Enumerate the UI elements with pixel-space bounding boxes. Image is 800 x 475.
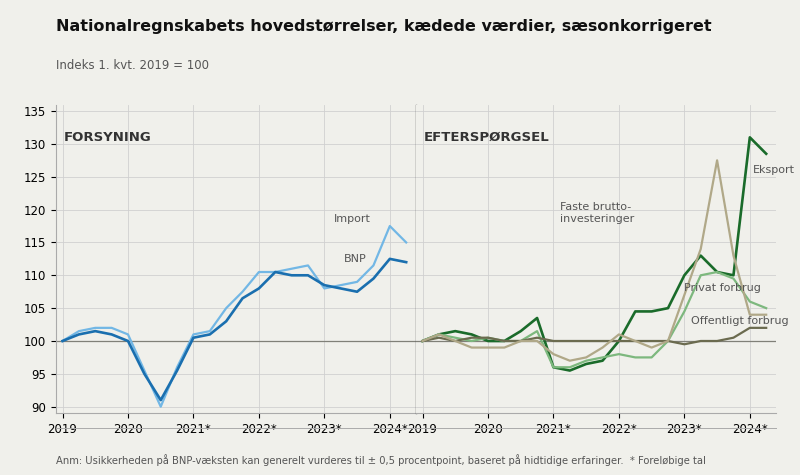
Text: EFTERSPØRGSEL: EFTERSPØRGSEL [424,131,550,144]
Text: BNP: BNP [344,254,366,264]
Text: Faste brutto-
investeringer: Faste brutto- investeringer [560,202,634,224]
Text: Nationalregnskabets hovedstørrelser, kædede værdier, sæsonkorrigeret: Nationalregnskabets hovedstørrelser, kæd… [56,19,712,34]
Text: Offentligt forbrug: Offentligt forbrug [691,316,789,326]
Text: Indeks 1. kvt. 2019 = 100: Indeks 1. kvt. 2019 = 100 [56,59,209,72]
Text: Eksport: Eksport [753,165,795,175]
Text: Anm: Usikkerheden på BNP-væksten kan generelt vurderes til ± 0,5 procentpoint, b: Anm: Usikkerheden på BNP-væksten kan gen… [56,454,706,466]
Text: FORSYNING: FORSYNING [64,131,152,144]
Text: Import: Import [334,214,371,225]
Text: Privat forbrug: Privat forbrug [684,284,762,294]
